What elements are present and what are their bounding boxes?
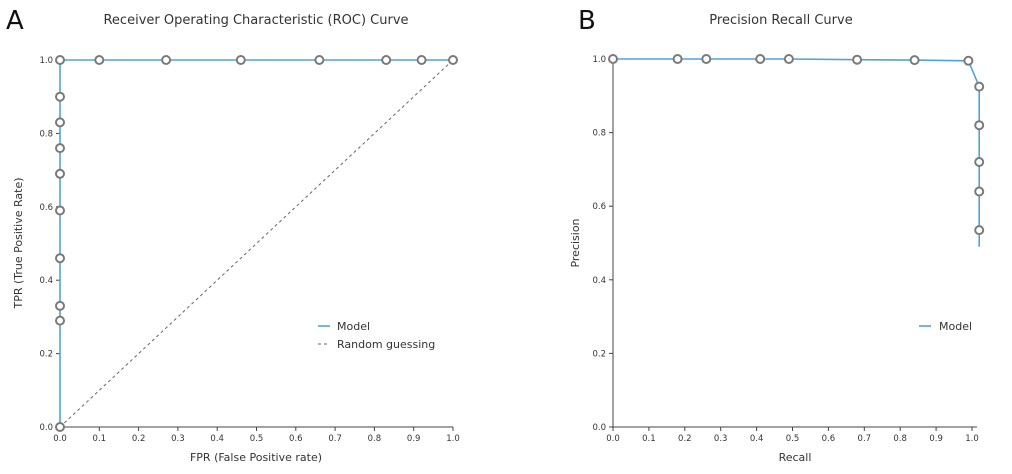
roc-y-axis-label: TPR (True Positive Rate) [12,177,25,309]
roc-x-axis-label: FPR (False Positive rate) [190,451,322,464]
roc-data-point [235,55,246,65]
pr-x-axis-label: Recall [779,451,812,464]
pr-x-tick-label: 0.3 [714,434,728,444]
pr-x-tick-label: 0.9 [929,434,943,444]
pr-x-tick-label: 0.6 [822,434,836,444]
roc-x-tick-label: 0.5 [250,434,264,444]
roc-data-point [55,55,65,65]
pr-title: Precision Recall Curve [709,13,852,28]
pr-y-tick-label: 0.6 [592,202,606,212]
roc-y-tick-label: 0.2 [39,350,53,360]
pr-data-point [755,54,766,64]
roc-x-tick-label: 0.7 [328,434,342,444]
pr-y-tick-label: 1.0 [592,55,606,65]
pr-panel: B Precision Recall Curve Recall Precisio… [569,6,985,464]
pr-data-point [672,54,683,64]
roc-y-tick-label: 0.0 [39,423,53,433]
roc-x-tick-label: 0.6 [289,434,303,444]
roc-data-point [94,55,105,65]
pr-x-tick-label: 0.0 [606,434,620,444]
roc-data-point [55,253,65,264]
roc-legend: Model Random guessing [318,320,435,351]
legend-model-label: Model [337,320,370,333]
pr-data-point [852,54,863,65]
roc-x-tick-label: 0.0 [53,434,67,444]
pr-x-tick-label: 0.7 [858,434,872,444]
roc-y-tick-label: 0.4 [39,276,53,286]
pr-data-point [974,186,985,197]
roc-x-tick-label: 0.9 [407,434,421,444]
pr-y-axis-label: Precision [569,218,582,267]
pr-x-tick-label: 0.2 [678,434,692,444]
pr-data-point [974,225,985,236]
pr-data-point [974,81,985,92]
roc-data-point [55,168,65,179]
pr-y-tick-label: 0.8 [592,129,606,139]
roc-panel: A Receiver Operating Characteristic (ROC… [6,6,460,464]
pr-x-tick-label: 0.4 [750,434,764,444]
pr-x-tick-label: 0.1 [642,434,656,444]
pr-series [608,54,985,247]
panel-letter-b: B [578,6,596,36]
roc-x-tick-label: 0.3 [171,434,185,444]
roc-data-point [55,205,65,216]
roc-title: Receiver Operating Characteristic (ROC) … [103,13,408,28]
roc-x-tick-label: 1.0 [446,434,460,444]
roc-x-tick-label: 0.2 [132,434,146,444]
pr-x-tick-label: 0.5 [786,434,800,444]
pr-data-point [974,120,985,131]
pr-ticks: 0.0 0.1 0.2 0.3 0.4 0.5 0.6 0.7 0.8 0.9 1.0 0.0 0.2 0… [592,55,978,444]
roc-data-point [55,117,65,128]
pr-data-point [909,55,920,66]
panel-letter-a: A [6,6,24,36]
pr-data-point [701,54,712,64]
roc-data-point [381,55,392,65]
pr-series-line-0 [613,58,980,247]
roc-data-point [55,315,65,326]
roc-y-tick-label: 1.0 [39,56,53,66]
roc-data-point [161,55,172,65]
pr-y-tick-label: 0.2 [592,349,606,359]
roc-data-point [55,143,65,154]
roc-series-line-1 [59,59,454,428]
roc-x-tick-label: 0.8 [368,434,382,444]
roc-series [55,55,458,432]
pr-data-point [608,54,618,64]
roc-data-point [448,55,458,65]
pr-x-tick-label: 0.8 [893,434,907,444]
pr-data-point [963,55,974,66]
roc-data-point [55,91,65,102]
roc-data-point [314,55,325,65]
roc-x-tick-label: 0.1 [93,434,107,444]
roc-y-tick-label: 0.8 [39,129,53,139]
roc-y-tick-label: 0.6 [39,203,53,213]
legend-pr-model-label: Model [939,320,972,333]
roc-data-point [55,422,65,432]
roc-data-point [416,55,427,65]
pr-data-point [974,157,985,167]
roc-data-point [55,300,65,311]
pr-data-point [783,54,794,64]
roc-x-tick-label: 0.4 [210,434,224,444]
pr-legend: Model [919,320,972,333]
pr-y-tick-label: 0.0 [592,423,606,433]
legend-random-label: Random guessing [337,338,435,351]
pr-x-tick-label: 1.0 [965,434,979,444]
pr-y-tick-label: 0.4 [592,276,606,286]
